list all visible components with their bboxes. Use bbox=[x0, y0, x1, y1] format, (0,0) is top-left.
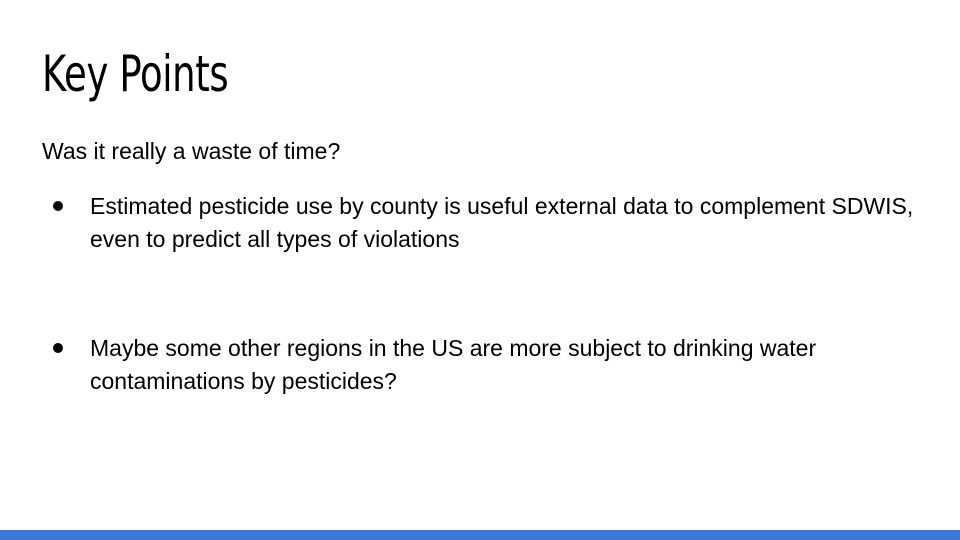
bullet-item: Maybe some other regions in the US are m… bbox=[42, 332, 922, 398]
bullet-item: Estimated pesticide use by county is use… bbox=[42, 190, 922, 256]
accent-bar bbox=[0, 530, 960, 540]
intro-text: Was it really a waste of time? bbox=[42, 138, 341, 164]
bullet-dot-icon bbox=[53, 343, 63, 353]
slide-title: Key Points bbox=[42, 45, 229, 103]
bullet-list: Estimated pesticide use by county is use… bbox=[42, 190, 922, 398]
bullet-dot-icon bbox=[53, 201, 63, 211]
bullet-text: Estimated pesticide use by county is use… bbox=[90, 193, 914, 252]
bullet-text: Maybe some other regions in the US are m… bbox=[90, 335, 817, 394]
